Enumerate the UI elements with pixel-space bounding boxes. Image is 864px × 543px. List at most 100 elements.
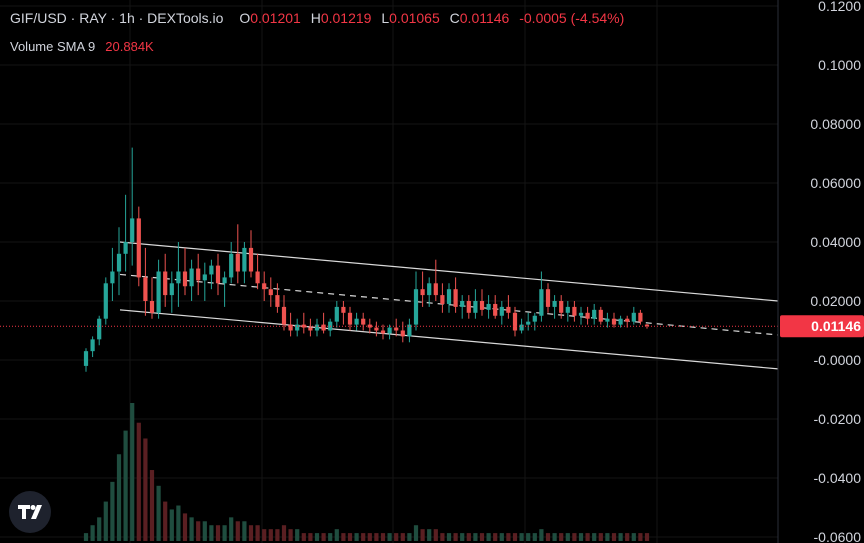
volume-bar xyxy=(512,533,518,541)
candle-body xyxy=(229,253,234,278)
volume-bar xyxy=(532,533,537,541)
candle-body xyxy=(605,318,610,322)
volume-bar xyxy=(103,501,108,541)
volume-bar xyxy=(387,533,392,541)
volume-bar xyxy=(592,533,597,541)
volume-bar xyxy=(163,501,168,541)
volume-bar xyxy=(394,533,399,541)
candle-body xyxy=(262,283,267,290)
candle-body xyxy=(526,321,531,325)
candle-body xyxy=(196,268,201,281)
candle-body xyxy=(235,253,240,272)
candle-body xyxy=(222,277,227,284)
candle-body xyxy=(215,265,221,284)
price-tick-label: -0.0600 xyxy=(814,529,862,543)
candle-body xyxy=(83,351,89,366)
price-tick-label: 0.08000 xyxy=(810,116,861,132)
close-value: 0.01146 xyxy=(459,10,510,26)
symbol-legend[interactable]: GIF/USD · RAY · 1h · DEXTools.io O0.0120… xyxy=(10,10,630,26)
channel-upper-line xyxy=(119,241,779,302)
volume-bar xyxy=(539,529,544,541)
volume-bar xyxy=(149,470,155,541)
volume-bar xyxy=(453,533,458,541)
candle-body xyxy=(473,301,478,313)
candle-body xyxy=(552,301,557,307)
price-tick-label: 0.06000 xyxy=(810,175,861,191)
candle-body xyxy=(440,295,445,304)
candle-body xyxy=(565,306,570,313)
volume-legend[interactable]: Volume SMA 9 20.884K xyxy=(10,39,154,54)
volume-bar xyxy=(130,403,135,541)
candle-body xyxy=(97,318,102,340)
volume-bar xyxy=(275,529,280,541)
candle-body xyxy=(130,218,135,242)
candle-body xyxy=(169,283,174,296)
tradingview-logo-icon[interactable] xyxy=(9,491,51,533)
candle-body xyxy=(123,242,128,254)
volume-bar xyxy=(281,525,287,541)
volume-bar xyxy=(493,533,498,541)
volume-bar xyxy=(545,533,551,541)
volume-bar xyxy=(466,533,471,541)
volume-bar xyxy=(123,430,128,541)
volume-bar xyxy=(565,533,570,541)
candle-body xyxy=(90,339,95,352)
volume-bar xyxy=(255,525,260,541)
volume-bar xyxy=(248,525,254,541)
volume-bar xyxy=(295,529,300,541)
candle-body xyxy=(512,312,518,331)
candle-body xyxy=(572,306,577,316)
volume-bar xyxy=(413,525,419,541)
volume-bar xyxy=(110,481,115,541)
candle-body xyxy=(347,312,353,325)
open-value: 0.01201 xyxy=(250,10,301,26)
candle-body xyxy=(644,324,650,327)
candle-body xyxy=(506,306,511,313)
candle-body xyxy=(189,268,194,287)
candle-body xyxy=(420,289,425,296)
volume-bar xyxy=(433,529,438,541)
high-label: H xyxy=(310,10,321,26)
last-price-tag xyxy=(780,315,864,338)
volume-bar xyxy=(235,521,240,541)
low-label: L xyxy=(381,10,390,26)
volume-bar xyxy=(460,533,465,541)
candle-body xyxy=(176,271,181,284)
volume-bar xyxy=(440,533,445,541)
candle-body xyxy=(592,309,597,319)
candle-body xyxy=(281,306,287,325)
volume-bar xyxy=(631,533,636,541)
volume-bar xyxy=(506,533,511,541)
volume-bar xyxy=(169,509,174,541)
volume-bar xyxy=(268,529,273,541)
candle-body xyxy=(255,271,260,284)
volume-bar xyxy=(90,525,95,541)
candle-body xyxy=(618,318,623,325)
candle-body xyxy=(493,303,498,316)
volume-bar xyxy=(116,454,122,541)
volume-bar xyxy=(97,517,102,541)
volume-bar xyxy=(479,533,485,541)
volume-bar xyxy=(618,533,623,541)
candle-body xyxy=(321,324,326,331)
volume-bar xyxy=(229,517,234,541)
candle-body xyxy=(156,271,161,313)
candle-body xyxy=(268,289,273,296)
volume-bar xyxy=(288,529,293,541)
symbol-title[interactable]: GIF/USD · RAY · 1h · DEXTools.io xyxy=(10,10,224,26)
candle-body xyxy=(413,289,419,325)
candle-body xyxy=(479,301,485,310)
price-axis[interactable]: 0.1200 0.1000 0.08000 0.06000 0.04000 0.02000… xyxy=(777,0,864,543)
volume-bar xyxy=(308,533,313,541)
candle-body xyxy=(116,253,122,272)
candle-body xyxy=(460,301,465,307)
volume-bar xyxy=(552,533,557,541)
volume-bar xyxy=(374,533,379,541)
price-tick-label: -0.0200 xyxy=(814,411,862,427)
candle-body xyxy=(341,306,346,313)
volume-label: Volume SMA 9 xyxy=(10,39,96,54)
volume-bar xyxy=(354,533,359,541)
volume-bar xyxy=(427,529,432,541)
volume-bar xyxy=(341,533,346,541)
